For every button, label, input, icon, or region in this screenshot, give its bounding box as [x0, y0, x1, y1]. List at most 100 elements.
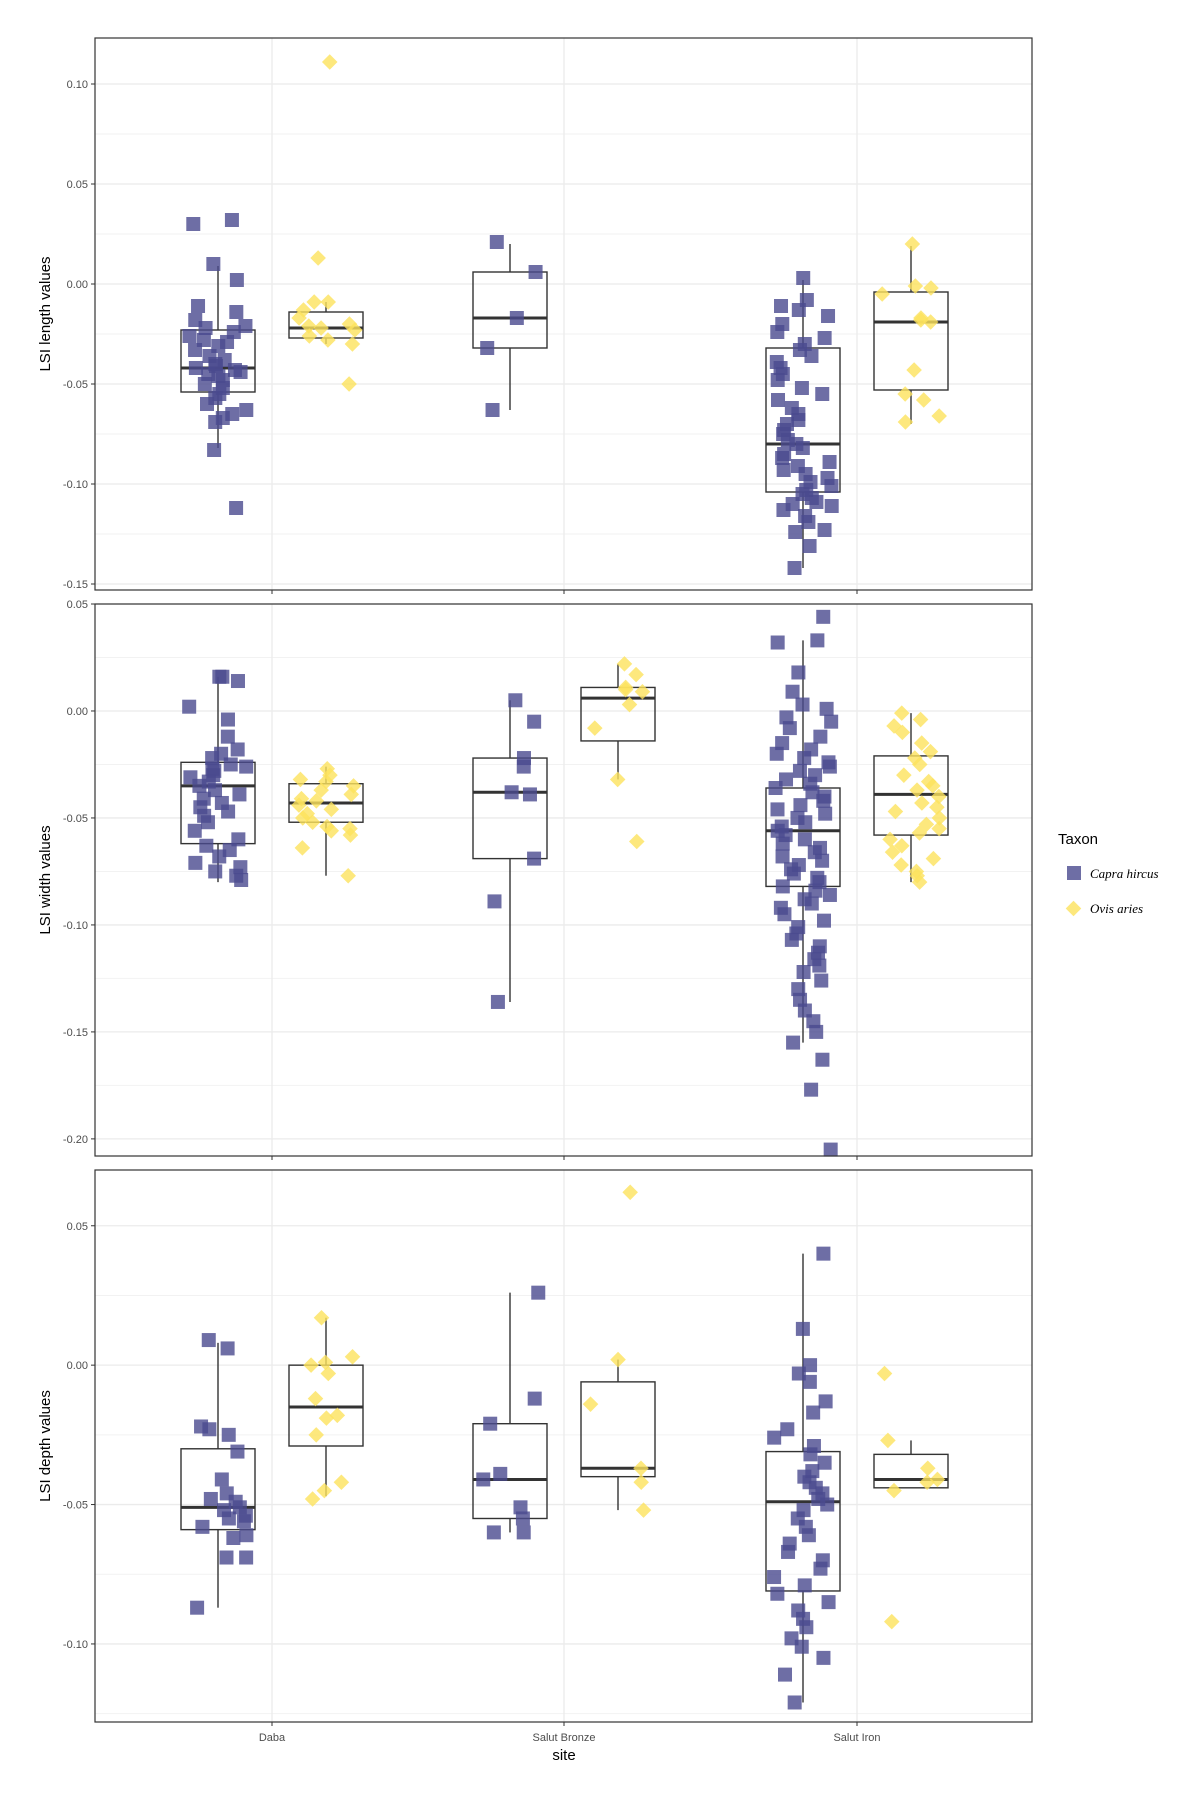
data-point-ovis-aries [882, 831, 898, 848]
data-point-capra-hircus [219, 1550, 234, 1565]
data-point-capra-hircus [770, 373, 785, 387]
data-point-capra-hircus [816, 793, 831, 808]
data-point-ovis-aries [884, 844, 901, 860]
data-point-capra-hircus [776, 503, 791, 517]
legend-title: Taxon [1058, 831, 1098, 848]
x-tick-label-daba: Daba [259, 1732, 286, 1744]
y-tick-label: 0.00 [67, 279, 88, 291]
data-point-capra-hircus [208, 783, 223, 798]
data-point-ovis-aries [582, 1396, 599, 1412]
data-point-capra-hircus [791, 1366, 806, 1381]
data-point-ovis-aries [876, 1365, 893, 1382]
data-point-capra-hircus [787, 561, 802, 575]
data-point-ovis-aries [617, 681, 634, 698]
data-point-capra-hircus [480, 341, 495, 355]
data-point-capra-hircus [522, 787, 537, 802]
data-point-ovis-aries [931, 788, 947, 805]
data-point-capra-hircus [791, 413, 806, 427]
data-point-capra-hircus [231, 832, 246, 847]
data-point-capra-hircus [223, 757, 238, 772]
data-point-ovis-aries [333, 1474, 350, 1491]
data-point-capra-hircus [509, 311, 524, 325]
box-iqr [765, 787, 841, 888]
data-point-capra-hircus [489, 235, 504, 249]
data-point-capra-hircus [186, 217, 201, 231]
data-point-capra-hircus [516, 1525, 531, 1540]
data-point-ovis-aries [894, 724, 911, 741]
data-point-capra-hircus [188, 361, 203, 375]
y-tick-label: -0.10 [63, 920, 88, 932]
data-point-ovis-aries [925, 778, 941, 794]
data-point-capra-hircus [198, 321, 213, 335]
data-point-capra-hircus [791, 665, 806, 680]
data-point-capra-hircus [187, 823, 202, 838]
data-point-capra-hircus [786, 866, 801, 881]
data-point-capra-hircus [226, 1531, 241, 1545]
box-iqr [472, 271, 548, 349]
data-point-capra-hircus [794, 1639, 809, 1654]
x-axis-title: site [552, 1747, 575, 1764]
data-point-capra-hircus [220, 712, 235, 727]
y-tick-label: -0.15 [63, 1027, 88, 1039]
data-point-capra-hircus [234, 873, 249, 887]
data-point-capra-hircus [804, 896, 819, 911]
data-point-capra-hircus [483, 1416, 498, 1431]
data-point-ovis-aries [304, 1491, 321, 1507]
legend-key-capra-hircus [1067, 866, 1081, 880]
data-point-ovis-aries [922, 743, 939, 760]
data-point-capra-hircus [791, 982, 806, 997]
data-point-capra-hircus [770, 1586, 785, 1601]
data-point-ovis-aries [931, 820, 947, 837]
data-point-capra-hircus [816, 913, 831, 928]
data-point-capra-hircus [528, 265, 543, 279]
data-point-capra-hircus [516, 759, 531, 774]
y-tick-label: 0.05 [67, 179, 88, 191]
data-point-capra-hircus [812, 958, 827, 973]
data-point-ovis-aries [909, 782, 925, 798]
data-point-capra-hircus [778, 1667, 793, 1682]
y-tick-label: -0.05 [63, 379, 88, 391]
data-point-capra-hircus [197, 377, 212, 391]
y-tick-label: -0.05 [63, 813, 88, 825]
y-axis-title: LSI depth values [37, 1390, 54, 1502]
data-point-capra-hircus [822, 455, 837, 469]
data-point-capra-hircus [801, 1528, 816, 1543]
data-point-ovis-aries [634, 683, 651, 700]
data-point-ovis-aries [883, 1613, 900, 1630]
data-point-capra-hircus [815, 387, 830, 401]
data-point-capra-hircus [809, 495, 824, 509]
y-tick-label: -0.15 [63, 579, 88, 591]
data-point-capra-hircus [785, 684, 800, 699]
data-point-ovis-aries [344, 1349, 361, 1365]
data-point-ovis-aries [896, 767, 912, 783]
data-point-capra-hircus [797, 832, 812, 847]
data-point-capra-hircus [817, 331, 832, 345]
data-point-capra-hircus [810, 633, 825, 648]
data-point-capra-hircus [188, 855, 203, 870]
y-tick-label: 0.10 [67, 79, 88, 91]
legend-label-capra-hircus: Capra hircus [1090, 866, 1159, 881]
data-point-capra-hircus [527, 1391, 542, 1406]
data-point-capra-hircus [769, 746, 784, 761]
data-point-capra-hircus [203, 1491, 218, 1506]
panels-layer: -0.15 -0.10 -0.05 0.00 0.05 0.10 LSI length va… [37, 37, 1033, 1744]
data-point-ovis-aries [925, 850, 942, 867]
y-tick-label: -0.10 [63, 1639, 88, 1651]
y-tick-label: 0.05 [67, 1221, 88, 1233]
data-point-capra-hircus [777, 907, 792, 922]
data-point-capra-hircus [195, 1519, 210, 1534]
data-point-capra-hircus [794, 381, 809, 395]
data-point-capra-hircus [801, 515, 816, 529]
data-point-capra-hircus [803, 1358, 818, 1373]
legend-key-ovis-aries [1065, 900, 1082, 917]
data-point-capra-hircus [816, 1246, 831, 1261]
data-point-ovis-aries [633, 1460, 649, 1477]
data-point-ovis-aries [931, 810, 948, 826]
data-point-capra-hircus [823, 1142, 838, 1157]
data-point-ovis-aries [610, 1351, 626, 1368]
data-point-capra-hircus [809, 1024, 824, 1039]
box-iqr [873, 1453, 949, 1489]
data-point-capra-hircus [221, 1427, 236, 1442]
data-point-capra-hircus [792, 343, 807, 357]
data-point-capra-hircus [821, 309, 836, 323]
